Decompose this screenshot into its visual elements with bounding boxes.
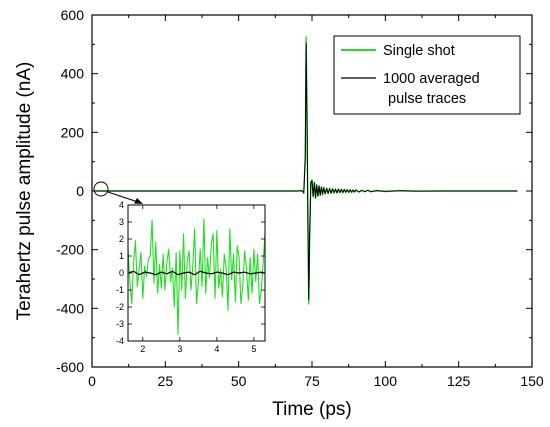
x-tick-label: 150 — [520, 373, 544, 389]
y-tick-label: -600 — [56, 359, 84, 375]
x-tick-label: 0 — [88, 373, 96, 389]
inset-y-tick-label: -1 — [116, 285, 124, 295]
y-tick-label: 600 — [61, 7, 85, 23]
y-tick-label: 200 — [61, 124, 85, 140]
inset-y-tick-label: 1 — [119, 251, 124, 261]
y-tick-label: 0 — [76, 183, 84, 199]
main-plot: 0 25 50 75 100 125 150-600-400-2000200400600Ti… — [14, 7, 544, 420]
annotations — [93, 181, 143, 204]
inset-y-tick-label: -3 — [116, 319, 124, 329]
inset-x-tick-label: 4 — [214, 344, 219, 354]
series-line-averaged — [92, 42, 518, 301]
y-tick-label: 400 — [61, 66, 85, 82]
inset-plot: 2 3 4 5 -4 -3 -2 -1 0 1 2 3 4 — [116, 200, 266, 354]
inset-y-tick-label: 0 — [119, 268, 124, 278]
y-tick-label: -200 — [56, 242, 84, 258]
inset-x-tick-label: 3 — [177, 344, 182, 354]
inset-x-tick-label: 2 — [140, 344, 145, 354]
legend-label: 1000 averaged pulse traces — [383, 71, 480, 107]
x-tick-label: 50 — [231, 373, 247, 389]
x-tick-label: 125 — [447, 373, 471, 389]
inset-line-averaged — [127, 270, 266, 276]
zoom-region-circle — [93, 181, 109, 197]
y-tick-label: -400 — [56, 300, 84, 316]
legend-label-line: Single shot — [383, 43, 455, 59]
inset-y-tick-label: -4 — [116, 336, 124, 346]
legend: Single shot 1000 averaged pulse traces — [333, 35, 521, 115]
inset-y-tick-label: 4 — [119, 200, 124, 210]
inset-x-tick-label: 5 — [251, 344, 256, 354]
x-tick-label: 100 — [374, 373, 398, 389]
inset-line-single-shot — [127, 218, 266, 335]
zoom-arrow-line — [107, 191, 139, 203]
x-tick-label: 25 — [158, 373, 174, 389]
zoom-arrow-head — [134, 198, 143, 204]
inset-y-tick-label: -2 — [116, 302, 124, 312]
x-tick-label: 75 — [304, 373, 320, 389]
x-axis-title: Time (ps) — [272, 399, 352, 420]
inset-y-tick-label: 3 — [119, 217, 124, 227]
legend-label: Single shot — [383, 43, 455, 59]
legend-label-line: pulse traces — [388, 91, 466, 107]
y-axis-title: Terahertz pulse amplitude (nA) — [14, 62, 35, 321]
inset-y-tick-label: 2 — [119, 234, 124, 244]
legend-label-line: 1000 averaged — [383, 71, 480, 87]
